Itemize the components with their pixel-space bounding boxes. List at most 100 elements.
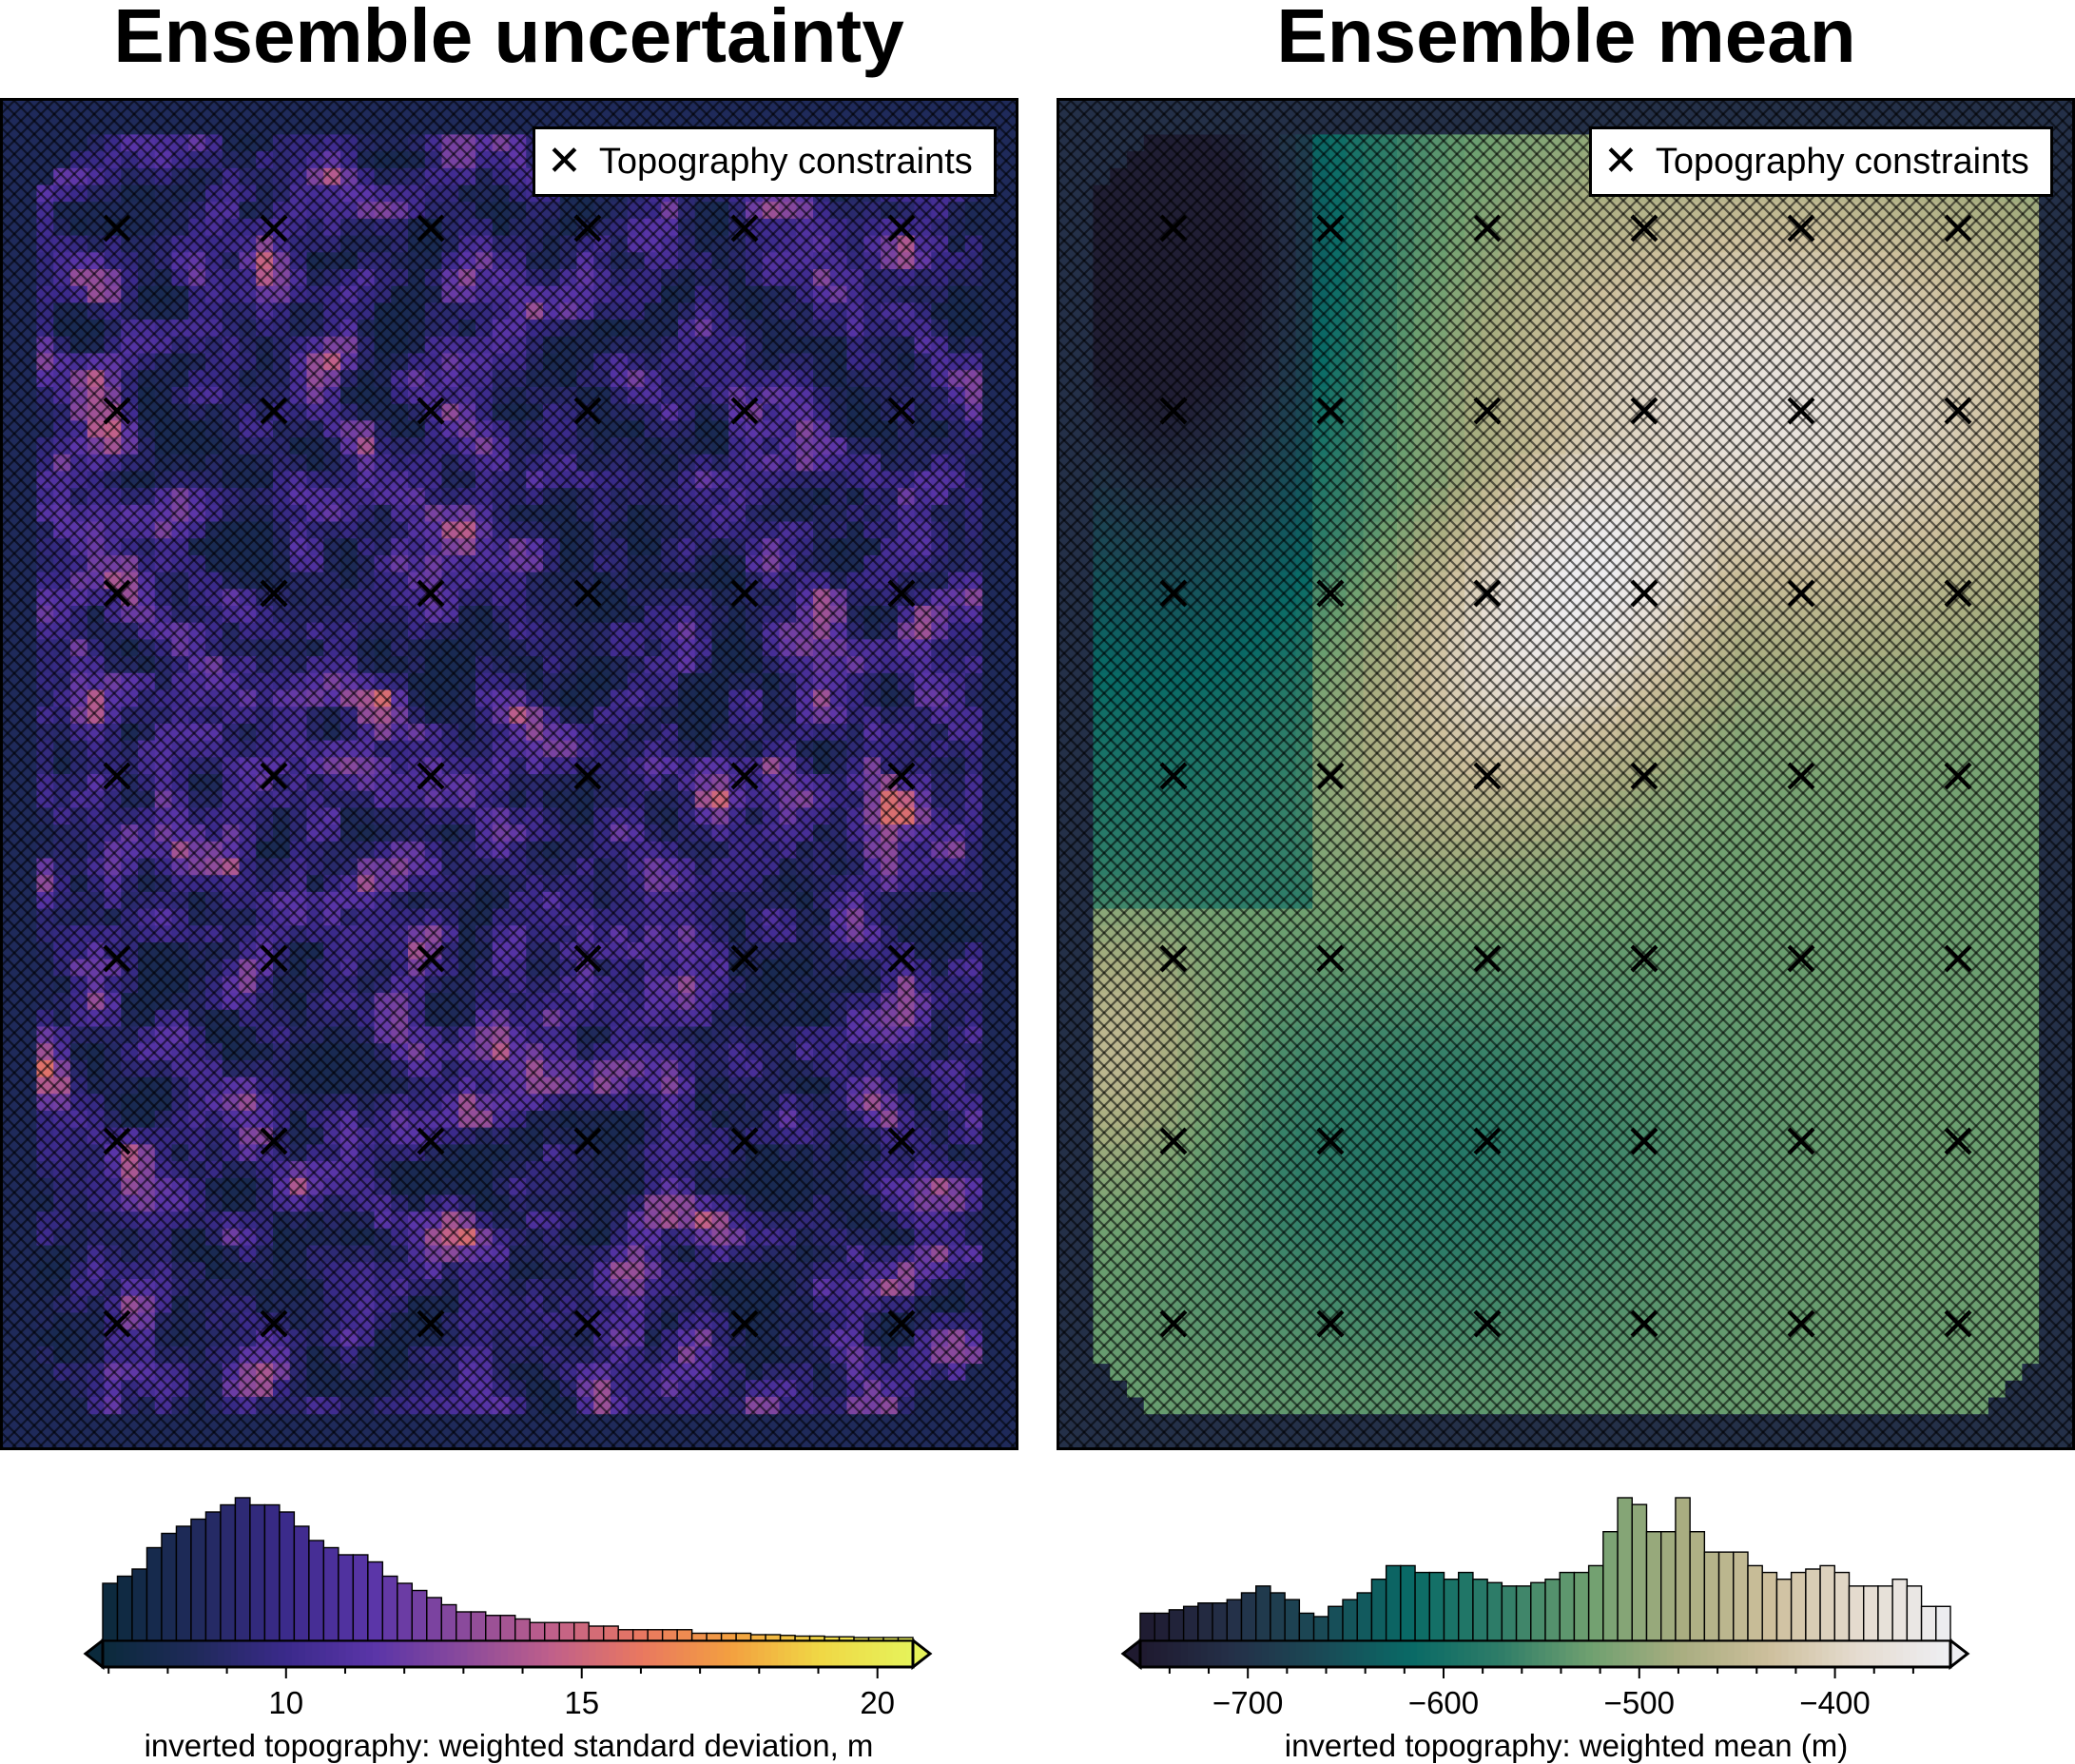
heatmap-cell (154, 504, 173, 523)
heatmap-cell (948, 1043, 966, 1061)
heatmap-cell (289, 302, 308, 320)
heatmap-cell (914, 252, 932, 270)
heatmap-cell (121, 471, 139, 489)
heatmap-cell (1464, 285, 1483, 303)
heatmap-cell (1683, 302, 1702, 320)
heatmap-cell (728, 622, 747, 640)
heatmap-cell (593, 824, 611, 843)
heatmap-cell (1683, 218, 1702, 237)
heatmap-cell (256, 1396, 274, 1415)
heatmap-cell (441, 471, 459, 489)
heatmap-cell (188, 1043, 206, 1061)
heatmap-cell (424, 269, 443, 287)
heatmap-cell (559, 1279, 578, 1297)
heatmap-cell (1447, 269, 1465, 287)
heatmap-cell (644, 1026, 662, 1044)
heatmap-cell (391, 1026, 409, 1044)
heatmap-cell (644, 1094, 662, 1112)
heatmap-cell (559, 707, 578, 725)
heatmap-cell (256, 1363, 274, 1381)
constraint-marker (730, 1127, 759, 1155)
heatmap-cell (458, 488, 476, 506)
heatmap-cell (543, 707, 561, 725)
heatmap-cell (424, 908, 443, 926)
heatmap-cell (863, 1094, 882, 1112)
heatmap-cell (458, 875, 476, 893)
heatmap-cell (239, 1127, 257, 1145)
heatmap-cell (87, 993, 106, 1011)
constraint-marker (730, 579, 759, 608)
right-panel-title: Ensemble mean (1276, 0, 1856, 78)
heatmap-cell (611, 420, 629, 438)
heatmap-cell (171, 521, 189, 539)
heatmap-cell (121, 302, 139, 320)
heatmap-cell (644, 202, 662, 220)
heatmap-cell (374, 1279, 392, 1297)
heatmap-cell (36, 302, 54, 320)
heatmap-cell (1700, 235, 1718, 253)
heatmap-cell (897, 1346, 916, 1365)
heatmap-cell (813, 1363, 831, 1381)
heatmap-cell (2005, 218, 2023, 237)
heatmap-cell (391, 740, 409, 758)
heatmap-cell (678, 875, 696, 893)
heatmap-cell (188, 504, 206, 523)
heatmap-cell (1228, 336, 1246, 355)
heatmap-cell (205, 1111, 223, 1129)
heatmap-cell (948, 538, 966, 556)
heatmap-cell (171, 336, 189, 355)
heatmap-cell (340, 504, 359, 523)
heatmap-cell (678, 993, 696, 1011)
heatmap-cell (408, 1363, 426, 1381)
heatmap-cell (728, 1111, 747, 1129)
heatmap-cell (914, 1111, 932, 1129)
heatmap-cell (205, 707, 223, 725)
heatmap-cell (1481, 134, 1500, 152)
heatmap-cell (424, 1380, 443, 1398)
heatmap-cell (1278, 252, 1297, 270)
constraint-marker (887, 579, 916, 608)
heatmap-cell (1735, 235, 1753, 253)
heatmap-cell (239, 202, 257, 220)
edge-hatching (3, 101, 1016, 1447)
heatmap-cell (678, 1161, 696, 1179)
heatmap-cell (846, 740, 864, 758)
heatmap-cell (87, 672, 106, 691)
heatmap-cell (914, 1076, 932, 1095)
heatmap-cell (728, 1043, 747, 1061)
heatmap-cell (678, 269, 696, 287)
constraint-marker (103, 579, 131, 608)
heatmap-cell (391, 1161, 409, 1179)
heatmap-cell (171, 1228, 189, 1247)
heatmap-cell (627, 1076, 646, 1095)
heatmap-cell (222, 1144, 241, 1162)
uncertainty-map: ✕ Topography constraints (0, 98, 1018, 1450)
heatmap-cell (154, 471, 173, 489)
heatmap-cell (1870, 302, 1888, 320)
heatmap-cell (205, 1059, 223, 1078)
heatmap-cell (408, 471, 426, 489)
heatmap-cell (458, 202, 476, 220)
heatmap-cell (509, 1161, 527, 1179)
heatmap-cell (475, 1363, 494, 1381)
heatmap-cell (644, 235, 662, 253)
heatmap-cell (931, 488, 949, 506)
heatmap-cell (458, 1059, 476, 1078)
heatmap-cell (171, 1346, 189, 1365)
heatmap-cell (408, 1396, 426, 1415)
heatmap-cell (475, 538, 494, 556)
heatmap-cell (644, 218, 662, 237)
heatmap-cell (1818, 336, 1837, 355)
heatmap-cell (340, 757, 359, 775)
heatmap-cell (121, 1026, 139, 1044)
heatmap-cell (391, 1059, 409, 1078)
heatmap-cell (36, 471, 54, 489)
heatmap-cell (424, 1228, 443, 1247)
heatmap-cell (1262, 302, 1280, 320)
heatmap-cell (1430, 252, 1448, 270)
heatmap-cell (948, 993, 966, 1011)
heatmap-cell (289, 1363, 308, 1381)
heatmap-cell (222, 572, 241, 590)
heatmap-cell (205, 386, 223, 405)
heatmap-cell (1667, 202, 1685, 220)
